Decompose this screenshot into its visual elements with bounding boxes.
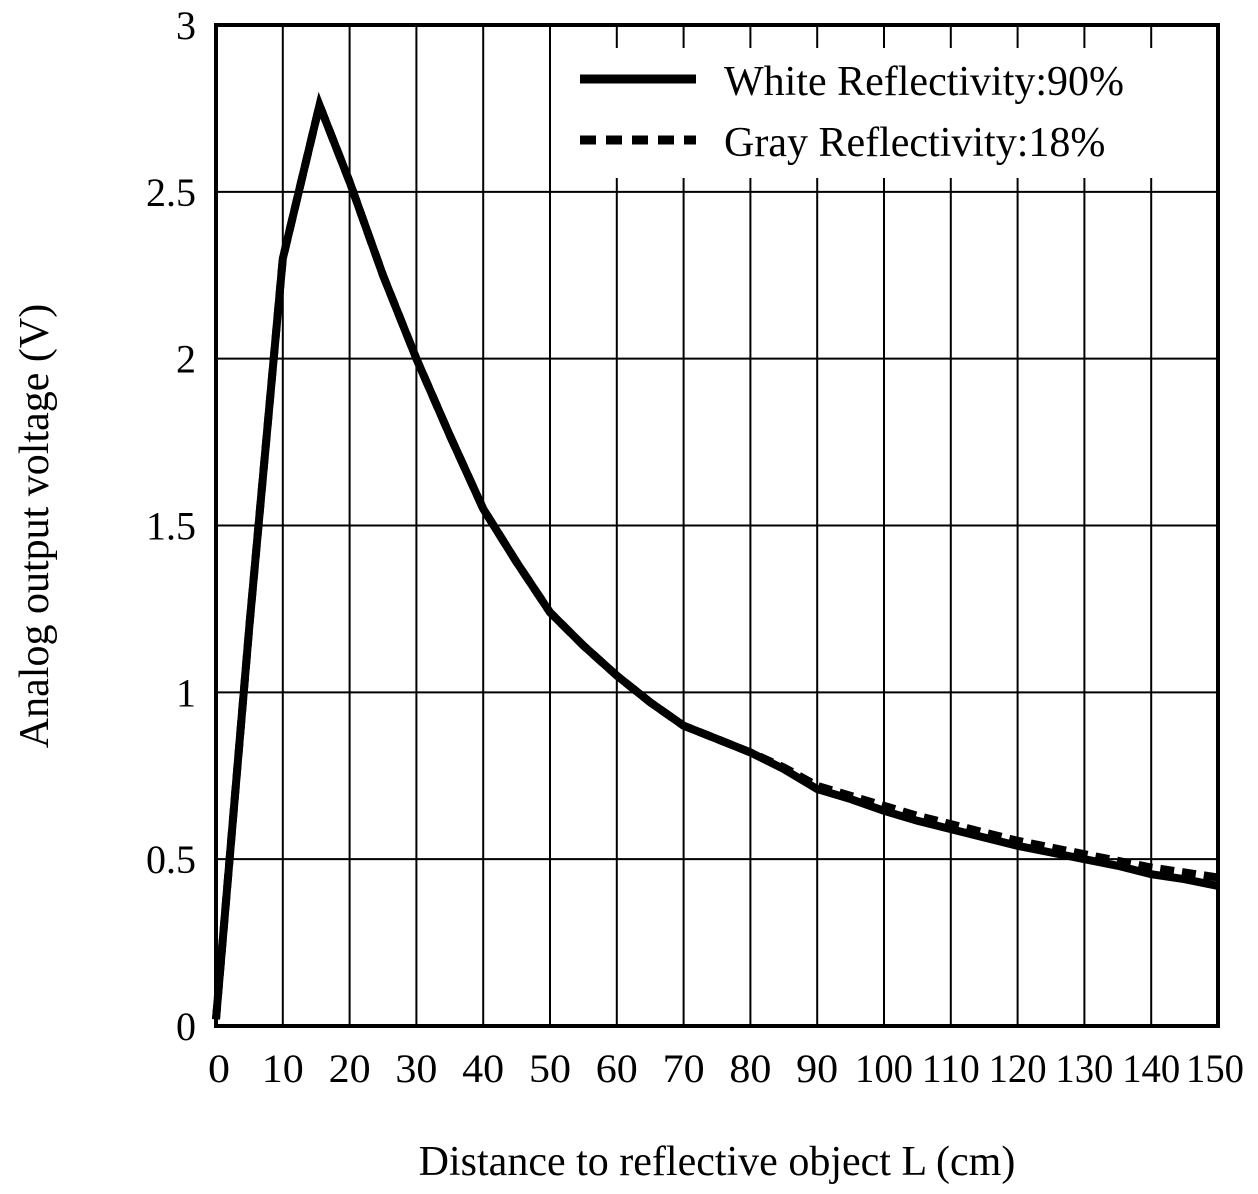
series-line-white: [212, 91, 1219, 1020]
legend-background: [560, 48, 1210, 178]
y-tick-label: 3: [176, 3, 196, 48]
legend: White Reflectivity:90% Gray Reflectivity…: [560, 48, 1210, 178]
x-tick-label: 130: [1055, 1046, 1113, 1091]
x-tick-label: 100: [855, 1046, 913, 1091]
y-axis-title: Analog output voltage (V): [12, 304, 58, 748]
y-tick-label: 0: [176, 1004, 196, 1049]
x-tick-label: 20: [329, 1046, 371, 1091]
y-tick-label: 0.5: [146, 837, 196, 882]
x-tick-label: 80: [729, 1046, 771, 1091]
x-tick-label: 150: [1186, 1046, 1244, 1091]
plot-frame: [214, 23, 1220, 1028]
series-layer: [212, 91, 1219, 1020]
x-tick-label: 0: [208, 1046, 230, 1091]
y-tick-labels: 0 0.5 1 1.5 2 2.5 3: [146, 3, 196, 1049]
x-tick-label: 120: [989, 1046, 1047, 1091]
x-tick-label: 10: [262, 1046, 304, 1091]
y-tick-label: 2.5: [146, 170, 196, 215]
grid-lines: [216, 25, 1218, 1026]
x-tick-label: 60: [596, 1046, 638, 1091]
y-tick-label: 2: [176, 337, 196, 382]
x-tick-label: 90: [796, 1046, 838, 1091]
x-tick-label: 140: [1122, 1046, 1180, 1091]
x-tick-label: 70: [663, 1046, 705, 1091]
x-tick-label: 110: [922, 1046, 980, 1091]
x-tick-label: 40: [462, 1046, 504, 1091]
legend-label-gray: Gray Reflectivity:18%: [724, 120, 1105, 166]
legend-label-white: White Reflectivity:90%: [724, 59, 1124, 105]
y-tick-label: 1.5: [146, 504, 196, 549]
x-axis-title: Distance to reflective object L (cm): [419, 1139, 1016, 1185]
x-tick-labels: 0 10 20 30 40 50 60 70 80 90 100 110 120 130 140 150: [208, 1046, 1244, 1091]
x-tick-label: 50: [529, 1046, 571, 1091]
x-tick-label: 30: [395, 1046, 437, 1091]
y-tick-label: 1: [176, 670, 196, 715]
